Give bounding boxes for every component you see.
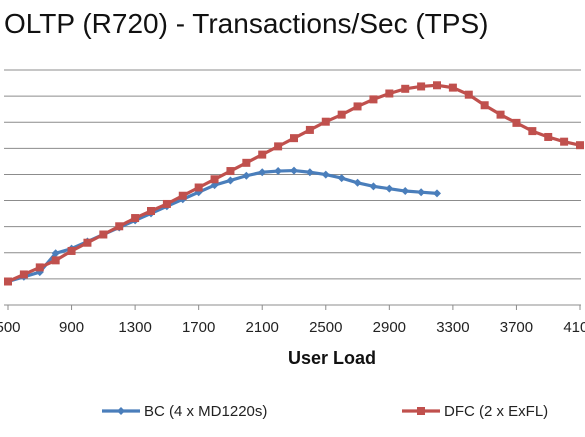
x-tick-label: 2500 (309, 319, 342, 336)
data-point (464, 90, 473, 99)
data-point (433, 81, 441, 90)
x-tick-label: 3700 (500, 319, 533, 336)
legend-label: DFC (2 x ExFL) (444, 403, 548, 420)
data-point (576, 141, 584, 150)
data-point (194, 183, 203, 192)
data-point (512, 118, 521, 127)
data-point (369, 95, 378, 104)
series-line-2 (7, 83, 581, 283)
data-point (115, 222, 124, 231)
data-point (274, 167, 283, 176)
x-tick-label: 3300 (436, 319, 469, 336)
data-point (35, 263, 44, 272)
data-point (321, 170, 330, 179)
data-point (19, 270, 28, 279)
data-point (67, 246, 76, 255)
data-point (337, 110, 346, 119)
x-tick-label: 500 (0, 319, 21, 336)
data-point (83, 238, 92, 247)
data-point (448, 83, 457, 92)
data-point (258, 150, 267, 159)
data-point (178, 191, 187, 200)
data-point (305, 125, 314, 134)
data-point (433, 189, 441, 198)
data-point (480, 101, 489, 110)
x-tick-label: 2900 (373, 319, 406, 336)
data-point (417, 82, 426, 91)
data-point (353, 102, 362, 111)
data-point (560, 137, 569, 146)
data-point (417, 188, 426, 197)
x-axis-label: User Load (288, 348, 376, 368)
data-point (401, 84, 410, 93)
data-point (305, 168, 314, 177)
data-point (258, 168, 267, 177)
data-point (4, 277, 12, 286)
data-point (147, 207, 155, 215)
data-point (210, 175, 219, 184)
data-point (290, 134, 298, 143)
data-point (401, 187, 410, 196)
data-point (226, 167, 235, 176)
data-point (544, 132, 553, 141)
data-point (528, 127, 537, 136)
data-point (99, 230, 108, 239)
data-point (321, 117, 330, 126)
data-point (51, 249, 60, 258)
data-point (385, 184, 394, 193)
x-tick-label: 1700 (182, 319, 215, 336)
data-point (51, 256, 60, 265)
data-point (131, 214, 140, 223)
legend-marker (117, 407, 125, 415)
data-point (337, 174, 346, 183)
x-tick-label: 4100 (563, 319, 585, 336)
data-point (162, 199, 171, 208)
x-tick-label: 900 (59, 319, 84, 336)
x-tick-label: 2100 (246, 319, 279, 336)
data-point (353, 178, 362, 187)
data-point (226, 176, 235, 185)
data-point (369, 182, 378, 191)
data-point (496, 110, 505, 119)
data-point (274, 142, 283, 151)
legend-marker (417, 407, 425, 415)
data-point (385, 89, 394, 98)
legend-label: BC (4 x MD1220s) (144, 403, 267, 420)
data-point (290, 166, 298, 175)
x-tick-label: 1300 (118, 319, 151, 336)
chart-title: OLTP (R720) - Transactions/Sec (TPS) (4, 8, 489, 39)
data-point (242, 158, 251, 167)
data-point (242, 171, 251, 180)
